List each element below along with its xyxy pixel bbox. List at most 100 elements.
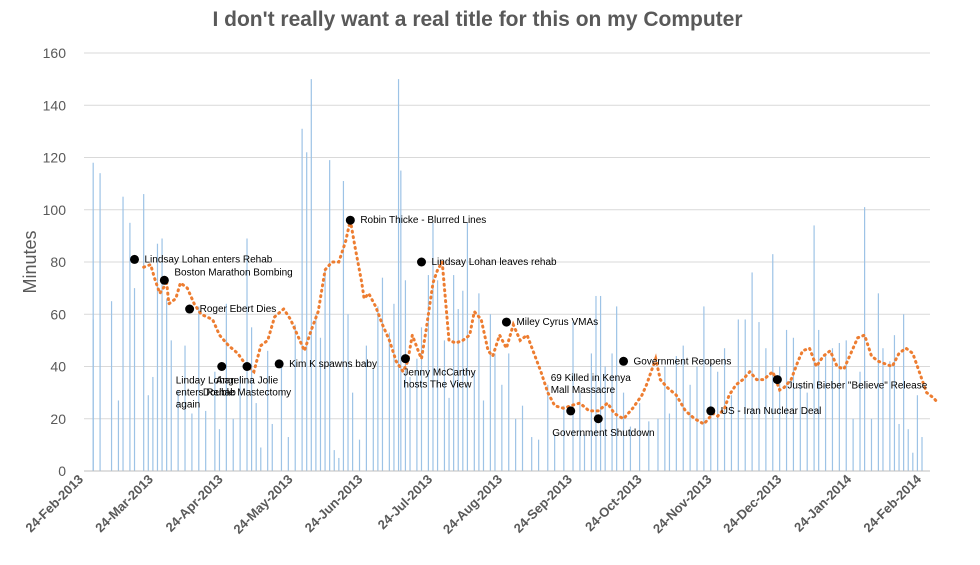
bar bbox=[129, 222, 131, 471]
bar bbox=[324, 269, 326, 471]
bar bbox=[730, 395, 733, 471]
bar bbox=[416, 358, 418, 471]
bar bbox=[218, 429, 221, 471]
bar bbox=[758, 322, 760, 471]
bar bbox=[457, 309, 459, 471]
event-label: Kim K spawns baby bbox=[289, 359, 377, 370]
bar bbox=[489, 314, 491, 471]
event-label-line: Angelina Jolie bbox=[216, 376, 279, 387]
grid-layer bbox=[84, 52, 930, 420]
bar bbox=[329, 160, 331, 472]
event-label-line: Government Reopens bbox=[634, 356, 732, 367]
bar bbox=[372, 369, 374, 471]
event-label-line: Robin Thicke - Blurred Lines bbox=[360, 215, 486, 226]
bar bbox=[859, 371, 861, 471]
bar bbox=[531, 437, 533, 471]
bar bbox=[400, 170, 402, 471]
event-marker bbox=[217, 362, 227, 371]
bar bbox=[443, 340, 446, 471]
bar bbox=[916, 395, 919, 471]
event-marker bbox=[345, 215, 355, 225]
event-marker bbox=[566, 406, 576, 416]
bar bbox=[161, 238, 163, 471]
y-tick-label: 60 bbox=[50, 306, 66, 322]
bar bbox=[117, 400, 120, 471]
bar bbox=[432, 222, 434, 471]
bar bbox=[338, 457, 340, 471]
bar bbox=[583, 434, 586, 471]
event-label: Linday Lohan enters Rehab again bbox=[176, 376, 236, 411]
bar bbox=[813, 225, 815, 471]
bar bbox=[381, 277, 384, 471]
event-label-line: Boston Marathon Bombing bbox=[174, 267, 292, 278]
bar bbox=[251, 327, 253, 471]
bar bbox=[616, 306, 618, 471]
bar bbox=[122, 196, 124, 471]
bar bbox=[315, 314, 317, 471]
bar bbox=[537, 439, 540, 471]
x-tick-label: 24-Feb-2014 bbox=[860, 471, 924, 535]
bar bbox=[765, 348, 767, 471]
event-label: Lindsay Lohan leaves rehab bbox=[431, 257, 557, 268]
event-label-line: Miley Cyrus VMAs bbox=[516, 317, 598, 328]
bar bbox=[166, 298, 168, 471]
bar bbox=[347, 314, 349, 471]
bar bbox=[156, 243, 159, 471]
bar bbox=[239, 376, 241, 471]
bar bbox=[877, 293, 879, 471]
bar bbox=[806, 392, 808, 471]
bar bbox=[870, 418, 873, 471]
y-tick-label: 140 bbox=[43, 97, 67, 113]
bar bbox=[110, 301, 113, 471]
bar bbox=[436, 280, 439, 471]
bar bbox=[818, 329, 820, 471]
bar bbox=[744, 319, 746, 471]
event-label: Roger Ebert Dies bbox=[200, 304, 277, 315]
bar bbox=[501, 384, 503, 471]
bar bbox=[572, 322, 574, 471]
bar bbox=[799, 384, 801, 471]
y-axis-label: Minutes bbox=[20, 230, 40, 293]
bar bbox=[508, 353, 510, 471]
event-marker bbox=[274, 359, 284, 369]
bar bbox=[903, 314, 905, 471]
bar bbox=[427, 275, 429, 471]
bar bbox=[358, 439, 361, 471]
bar bbox=[473, 371, 475, 471]
bar bbox=[377, 306, 379, 471]
bar bbox=[792, 337, 795, 471]
bar bbox=[352, 392, 354, 471]
event-label-line: US - Iran Nuclear Deal bbox=[721, 406, 822, 417]
event-label-line: Linday Lohan bbox=[176, 376, 236, 387]
event-label-line: Kim K spawns baby bbox=[289, 359, 377, 370]
event-marker bbox=[416, 257, 426, 267]
x-tick-label: 24-Jun-2013 bbox=[302, 472, 366, 536]
event-marker bbox=[501, 317, 511, 327]
bar bbox=[184, 345, 186, 471]
bar bbox=[191, 413, 193, 471]
bar bbox=[889, 361, 891, 471]
bar bbox=[579, 392, 581, 471]
bar bbox=[907, 429, 909, 471]
y-tick-label: 40 bbox=[50, 359, 66, 375]
bar bbox=[482, 400, 485, 471]
bar bbox=[629, 426, 632, 471]
chart-title: I don't really want a real title for thi… bbox=[212, 8, 743, 31]
bar bbox=[319, 337, 322, 471]
bar bbox=[515, 418, 517, 471]
bar bbox=[267, 350, 269, 471]
bar bbox=[723, 348, 726, 471]
bar bbox=[772, 254, 774, 471]
bar bbox=[563, 405, 565, 471]
x-tick-label: 24-Nov-2013 bbox=[650, 472, 715, 537]
trend-layer bbox=[142, 219, 940, 426]
bar bbox=[824, 356, 827, 471]
bar bbox=[912, 452, 914, 471]
bar bbox=[478, 293, 480, 471]
bar bbox=[785, 329, 788, 471]
bar bbox=[301, 128, 303, 471]
event-label-line: 69 Killed in Kenya bbox=[551, 373, 631, 384]
y-tick-label: 0 bbox=[58, 463, 66, 479]
